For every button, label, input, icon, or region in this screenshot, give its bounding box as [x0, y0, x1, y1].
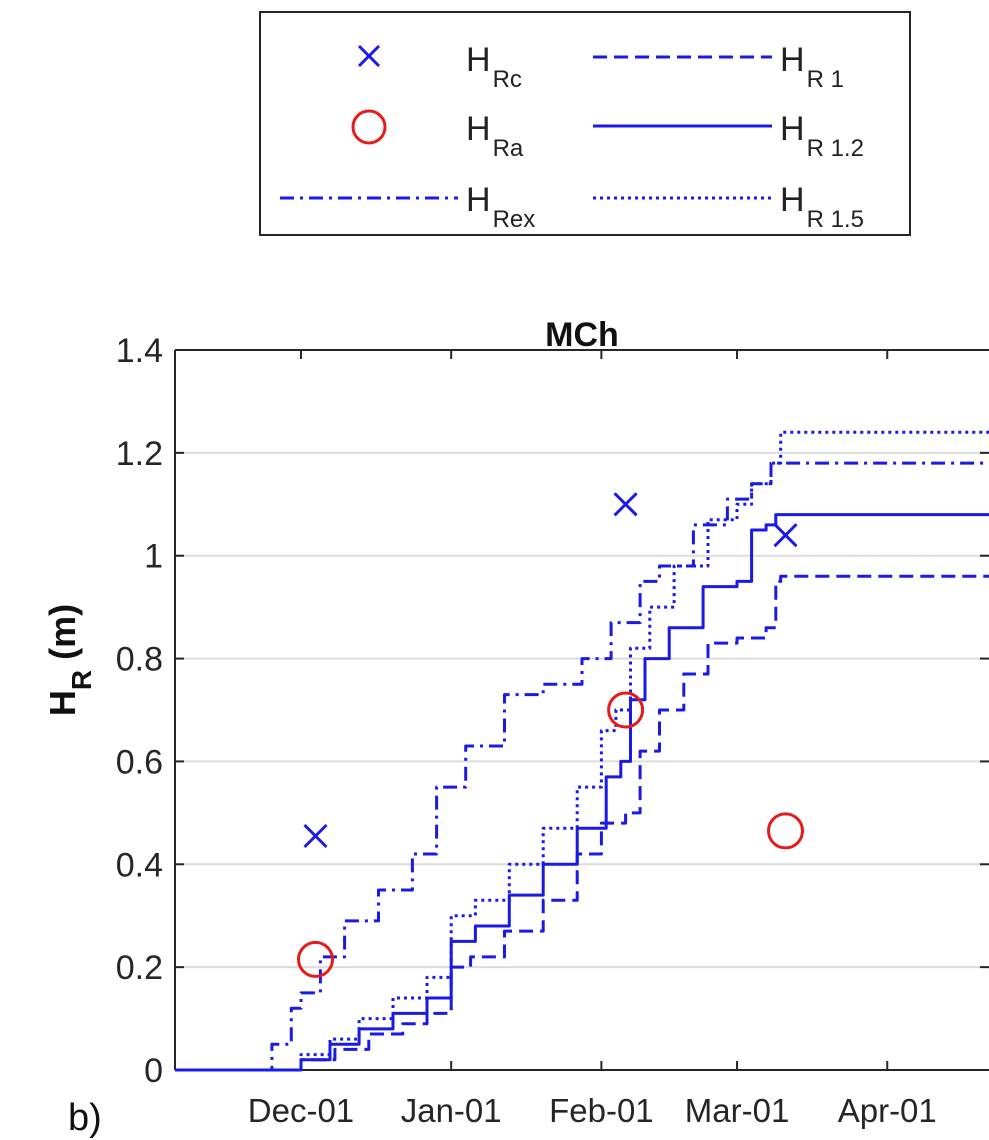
marker-hrc — [613, 492, 638, 517]
marker-hra — [767, 812, 804, 850]
grid — [175, 451, 989, 969]
x-tick-label: Mar-01 — [685, 1092, 790, 1129]
series-line-dashed — [175, 574, 989, 1072]
chart-title: MCh — [545, 316, 619, 354]
legend-label-hra: HRa — [466, 110, 524, 162]
marker-hra — [297, 940, 335, 978]
legend-label-hr12: HR 1.2 — [780, 110, 864, 162]
series — [175, 430, 989, 1072]
x-tick-label: Apr-01 — [838, 1092, 937, 1129]
legend-marker-x — [357, 44, 381, 68]
series-line-solid — [175, 513, 989, 1072]
marker-hra — [607, 691, 645, 729]
x-tick-label: Feb-01 — [549, 1092, 654, 1129]
legend-label-hr15: HR 1.5 — [780, 181, 864, 233]
marker-hrc — [773, 523, 798, 548]
x-tick-label: Dec-01 — [248, 1092, 354, 1129]
y-tick-label: 0.2 — [116, 949, 163, 987]
axes: 0 0.2 0.4 0.6 0.8 1 1.2 1.4 Dec-01 Jan-01 Feb-01 Ma… — [116, 332, 989, 1129]
y-tick-label: 1.2 — [116, 435, 163, 473]
y-tick-label: 1.4 — [116, 332, 163, 370]
series-line-dotted — [175, 430, 989, 1072]
legend-label-hr1: HR 1 — [780, 41, 844, 93]
y-axis-label: HR (m) — [42, 604, 97, 716]
y-axis-label-unit: (m) — [42, 604, 83, 670]
legend-marker-o — [351, 109, 387, 145]
legend-label-hrex: HRex — [466, 181, 535, 233]
y-tick-label: 0 — [144, 1052, 163, 1090]
y-axis-label-sub: R — [66, 670, 97, 690]
x-tick-label: Jan-01 — [401, 1092, 502, 1129]
markers — [297, 492, 804, 978]
svg-text:HR (m): HR (m) — [42, 604, 97, 716]
marker-hrc — [303, 823, 328, 849]
y-tick-label: 1 — [144, 538, 163, 576]
legend-label-hrc: HRc — [466, 41, 522, 93]
y-axis-label-main: H — [42, 690, 83, 716]
series-line-dashdot — [175, 461, 989, 1072]
y-tick-label: 0.6 — [116, 743, 163, 781]
y-tick-label: 0.4 — [116, 846, 163, 884]
y-tick-label: 0.8 — [116, 641, 163, 679]
legend: HRc HR 1 HRa HR 1.2 HRex HR 1.5 — [259, 11, 911, 236]
panel-label: b) — [68, 1097, 102, 1139]
legend-box — [259, 11, 911, 236]
